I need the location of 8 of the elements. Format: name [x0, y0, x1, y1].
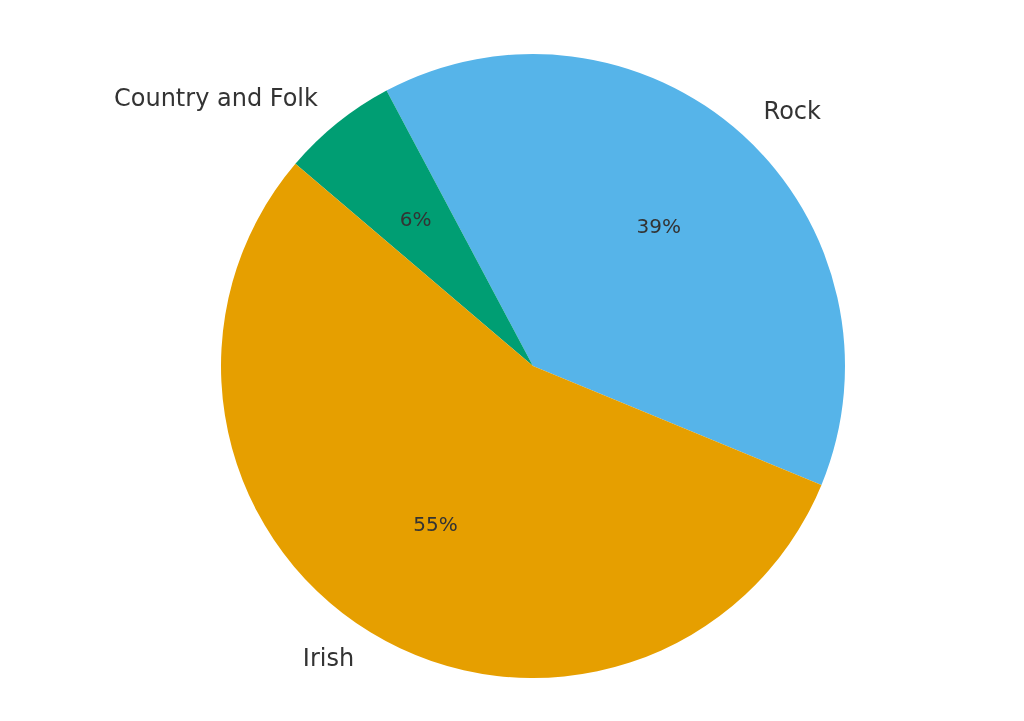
pie-slice	[386, 54, 845, 485]
slice-label: Country and Folk	[114, 83, 319, 112]
data-label: 6%	[399, 206, 432, 231]
data-label: 55%	[413, 512, 458, 537]
slice-label: Rock	[763, 96, 822, 125]
pie-slice	[221, 163, 822, 678]
slice-label: Irish	[302, 643, 355, 672]
data-label: 39%	[636, 213, 681, 238]
